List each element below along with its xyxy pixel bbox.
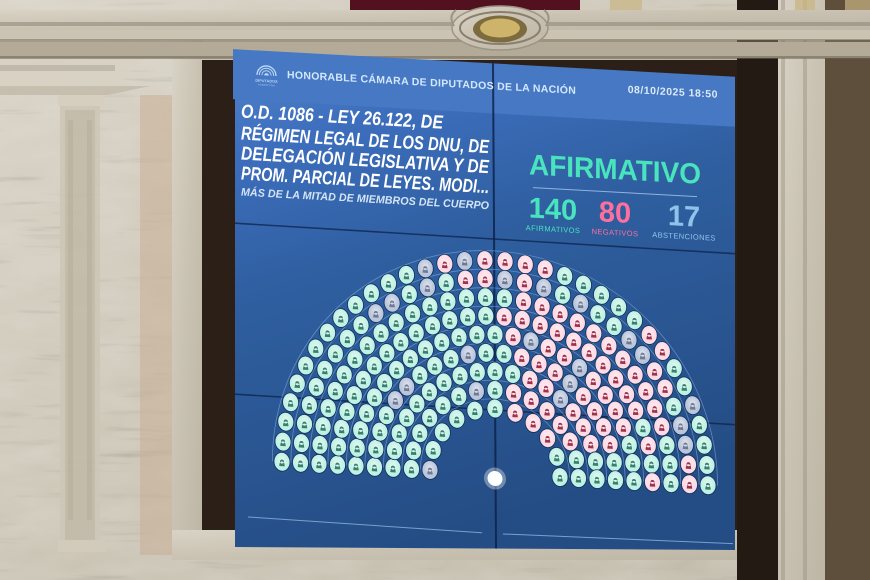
svg-text:140: 140: [529, 192, 577, 227]
svg-text:80: 80: [599, 196, 631, 230]
svg-text:17: 17: [668, 200, 700, 234]
